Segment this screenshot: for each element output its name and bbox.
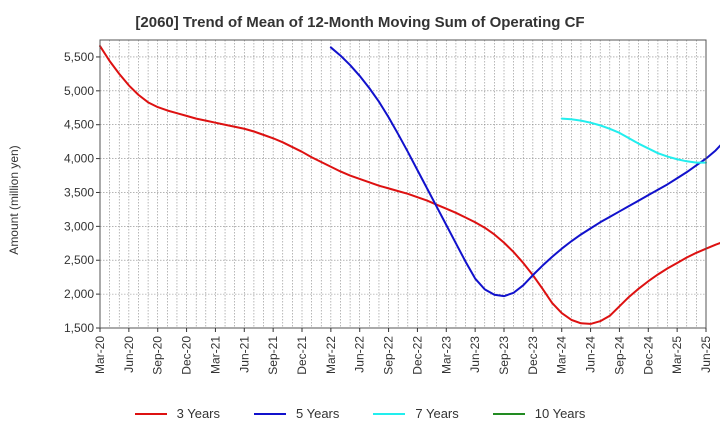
x-tick-label: Dec-23 xyxy=(526,336,540,375)
series-line-3-years xyxy=(99,45,720,325)
legend-item-5-years: 5 Years xyxy=(254,406,339,421)
y-tick-label: 4,000 xyxy=(64,152,94,166)
x-tick-label: Jun-24 xyxy=(584,336,598,373)
legend-swatch xyxy=(373,412,406,415)
x-tick-label: Jun-21 xyxy=(237,336,251,373)
legend-item-7-years: 7 Years xyxy=(373,406,459,421)
y-tick-label: 4,500 xyxy=(64,118,94,132)
x-tick-label: Mar-20 xyxy=(93,336,107,374)
x-tick-label: Mar-22 xyxy=(324,336,338,374)
y-tick-label: 5,500 xyxy=(64,50,94,64)
x-tick-label: Sep-22 xyxy=(382,336,396,375)
legend-swatch xyxy=(134,412,167,415)
series-line-5-years xyxy=(329,46,720,298)
legend-swatch xyxy=(254,412,286,415)
legend-item-10-years: 10 Years xyxy=(492,406,586,421)
x-tick-label: Jun-25 xyxy=(699,336,713,373)
legend-label: 5 Years xyxy=(296,406,340,421)
x-tick-label: Sep-21 xyxy=(266,336,280,375)
plot-area xyxy=(99,39,707,329)
x-tick-label: Jun-23 xyxy=(468,336,482,373)
legend-label: 7 Years xyxy=(415,406,459,421)
chart-title: [2060] Trend of Mean of 12-Month Moving … xyxy=(135,14,585,31)
legend-label: 10 Years xyxy=(534,406,586,421)
legend-swatch xyxy=(492,412,525,415)
legend: 3 Years 5 Years 7 Years 10 Years xyxy=(0,406,720,421)
y-tick-label: 2,500 xyxy=(64,253,94,267)
x-tick-label: Sep-20 xyxy=(151,336,165,375)
x-tick-label: Mar-21 xyxy=(208,336,222,374)
y-tick-label: 5,000 xyxy=(64,84,94,98)
legend-item-3-years: 3 Years xyxy=(134,406,220,421)
x-tick-label: Sep-23 xyxy=(497,336,511,375)
x-tick-label: Dec-21 xyxy=(295,336,309,375)
y-tick-label: 2,000 xyxy=(64,287,94,301)
x-tick-label: Jun-22 xyxy=(353,336,367,373)
series-line-7-years xyxy=(560,117,707,164)
x-tick-label: Jun-20 xyxy=(122,336,136,373)
legend-label: 3 Years xyxy=(176,406,220,421)
x-tick-label: Dec-20 xyxy=(180,336,194,375)
x-tick-label: Mar-23 xyxy=(439,336,453,374)
x-tick-label: Sep-24 xyxy=(612,336,626,375)
x-tick-label: Mar-25 xyxy=(670,336,684,374)
y-tick-label: 3,500 xyxy=(64,185,94,199)
y-tick-label: 3,000 xyxy=(64,219,94,233)
x-tick-label: Dec-24 xyxy=(641,336,655,375)
x-tick-label: Dec-22 xyxy=(410,336,424,375)
y-tick-label: 1,500 xyxy=(64,321,94,335)
x-tick-label: Mar-24 xyxy=(555,336,569,374)
line-chart: 1,500 2,000 2,500 3,000 3,500 4,000 4,500 5,000… xyxy=(64,39,720,375)
